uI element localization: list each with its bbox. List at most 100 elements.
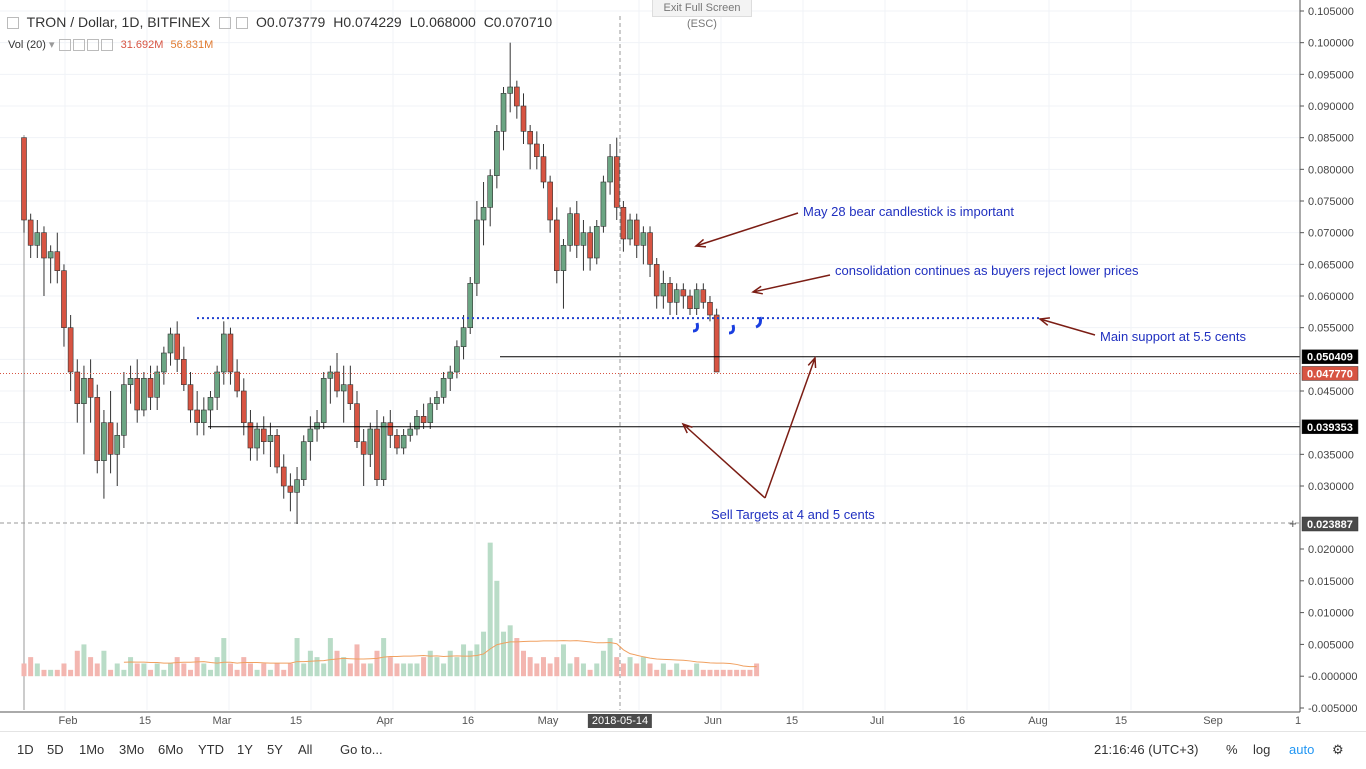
annotation-label-main-support: Main support at 5.5 cents xyxy=(1100,329,1246,344)
auto-toggle[interactable]: auto xyxy=(1289,742,1315,757)
volume-bar xyxy=(521,650,526,677)
volume-bar xyxy=(101,650,107,677)
candle-body xyxy=(553,219,560,271)
candle-body xyxy=(247,422,254,449)
volume-bar xyxy=(387,657,393,677)
settings-icon[interactable]: ⚙ xyxy=(1332,742,1344,757)
volume-bar xyxy=(141,663,147,677)
volume-label[interactable]: Vol (20) xyxy=(8,39,46,51)
plus-icon[interactable] xyxy=(86,39,99,52)
timeframe-button-1d[interactable]: 1D xyxy=(17,742,34,757)
arrow-head xyxy=(751,285,763,295)
annotation-arrow xyxy=(764,357,816,499)
candle-body xyxy=(693,289,700,309)
time-tick-label: 15 xyxy=(138,715,152,727)
volume-bar xyxy=(334,650,340,677)
candle-body xyxy=(653,264,660,297)
candle-body xyxy=(360,441,367,455)
time-tick-label: Apr xyxy=(376,715,394,727)
candle-body xyxy=(454,346,460,373)
volume-bar xyxy=(88,657,94,677)
volume-bar xyxy=(427,650,433,677)
volume-bar xyxy=(347,663,353,677)
volume-bar xyxy=(221,638,227,677)
candle-body xyxy=(480,207,487,221)
candle-body xyxy=(167,333,174,354)
candle-body xyxy=(260,428,267,442)
candle-body xyxy=(640,232,647,246)
price-tick-label: 0.030000 xyxy=(1308,481,1354,493)
volume-bar xyxy=(188,669,193,677)
volume-bar xyxy=(461,644,467,677)
eye-icon[interactable] xyxy=(58,39,71,52)
candle-body xyxy=(354,403,360,442)
annotation-label-sell-targets: Sell Targets at 4 and 5 cents xyxy=(711,507,875,522)
volume-bar xyxy=(501,631,507,677)
timeframe-button-5d[interactable]: 5D xyxy=(47,742,64,757)
candle-body xyxy=(201,409,207,423)
gear-icon[interactable] xyxy=(236,17,249,30)
candle-body xyxy=(41,232,47,259)
collapse-icon[interactable] xyxy=(7,17,19,30)
annotation-arrow xyxy=(695,212,799,247)
volume-bar xyxy=(301,663,307,677)
candle-body xyxy=(627,219,633,240)
timeframe-button-ytd[interactable]: YTD xyxy=(198,742,224,757)
volume-bar xyxy=(148,669,154,677)
percent-toggle[interactable]: % xyxy=(1226,742,1238,757)
timeframe-button-5y[interactable]: 5Y xyxy=(267,742,283,757)
log-toggle[interactable]: log xyxy=(1253,742,1271,757)
candle-body xyxy=(427,403,434,423)
timeframe-button-6mo[interactable]: 6Mo xyxy=(158,742,184,757)
annotation-arrow xyxy=(682,423,766,499)
candle-body xyxy=(307,428,314,442)
candle-body xyxy=(700,289,707,303)
candle-body xyxy=(660,283,667,297)
candle-body xyxy=(114,435,121,455)
candle-body xyxy=(434,397,440,404)
candle-body xyxy=(254,428,260,449)
candle-body xyxy=(227,333,234,373)
settings-icon[interactable] xyxy=(72,39,85,52)
candle-body xyxy=(540,156,547,183)
candle-body xyxy=(567,213,573,246)
volume-bar xyxy=(714,669,720,677)
time-tick-label: Feb xyxy=(58,715,78,727)
volume-bar xyxy=(307,650,313,677)
candle-body xyxy=(673,289,680,303)
goto-button[interactable]: Go to... xyxy=(340,742,383,757)
time-tick-label: Jun xyxy=(704,715,722,727)
candle-body xyxy=(507,86,513,94)
timeframe-button-1mo[interactable]: 1Mo xyxy=(79,742,105,757)
arrow-head xyxy=(807,356,817,369)
bounce-arrow-icon xyxy=(692,322,699,333)
candle-body xyxy=(334,371,340,392)
candle-body xyxy=(580,232,587,246)
candle-body xyxy=(613,156,620,208)
settings-icon[interactable] xyxy=(219,17,232,30)
candle-body xyxy=(154,371,160,398)
exit-fullscreen-button[interactable]: Exit Full Screen (ESC) xyxy=(652,0,752,30)
candle-body xyxy=(667,283,673,303)
low-value: L0.068000 xyxy=(409,14,476,30)
price-tick-label: 0.065000 xyxy=(1308,259,1354,271)
volume-bar xyxy=(327,638,333,677)
candle-body xyxy=(374,428,380,480)
close-icon[interactable] xyxy=(100,39,113,52)
candle-body xyxy=(713,314,720,373)
time-tick-label: Aug xyxy=(1028,715,1048,727)
timeframe-button-all[interactable]: All xyxy=(298,742,313,757)
timeframe-button-3mo[interactable]: 3Mo xyxy=(119,742,145,757)
volume-bar xyxy=(467,650,473,677)
candle-body xyxy=(347,384,354,404)
volume-bar xyxy=(34,663,40,677)
symbol-title[interactable]: TRON / Dollar, 1D, BITFINEX xyxy=(26,14,211,30)
chevron-down-icon[interactable]: ▾ xyxy=(48,39,55,51)
candle-body xyxy=(680,289,687,297)
price-tick-label: 0.060000 xyxy=(1308,291,1354,303)
timeframe-button-1y[interactable]: 1Y xyxy=(237,742,253,757)
price-tick-label: 0.100000 xyxy=(1308,38,1354,50)
price-tick-label: 0.105000 xyxy=(1308,6,1354,18)
volume-bar xyxy=(614,657,620,677)
